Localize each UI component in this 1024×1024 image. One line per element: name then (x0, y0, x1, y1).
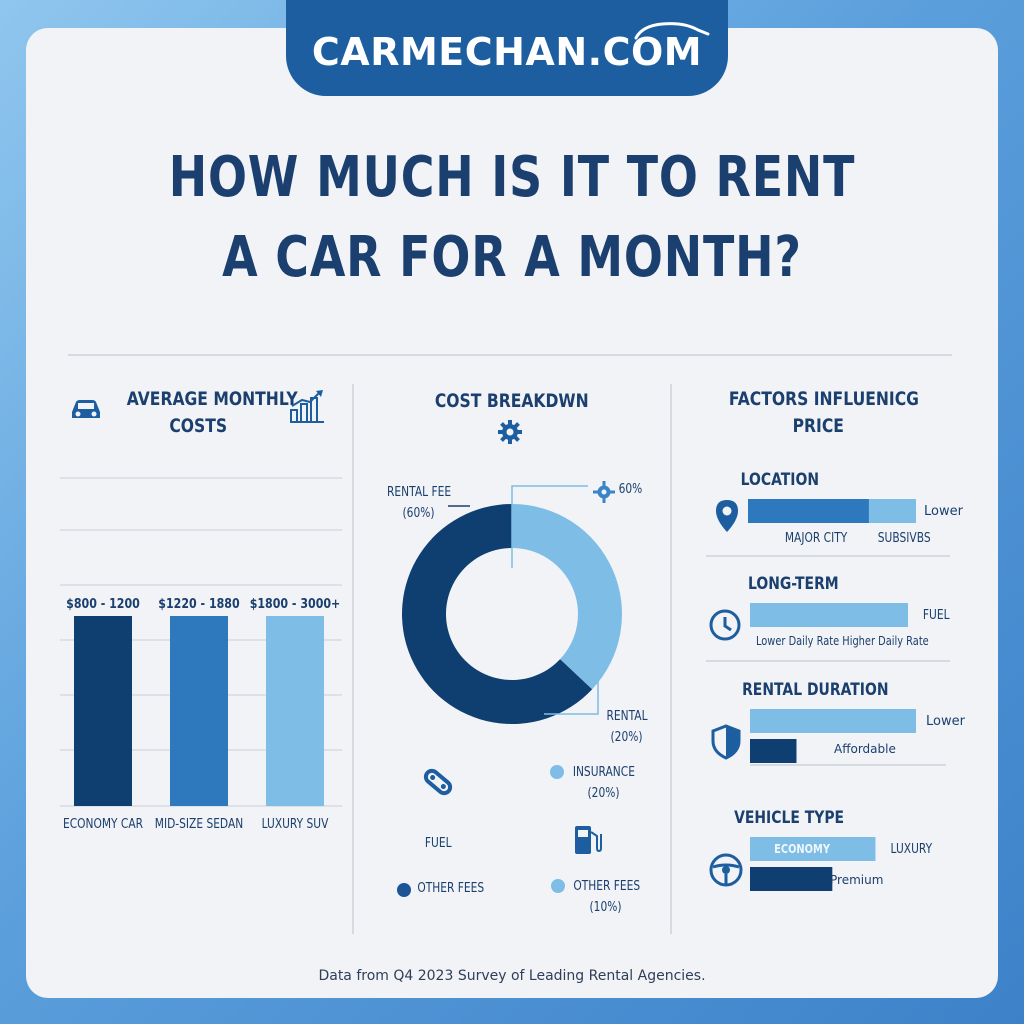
bar-value-label: $800 - 1200 (66, 596, 140, 611)
legend-insurance: INSURANCE (20%) (572, 765, 636, 801)
factor-location-sublabel-1: MAJOR CITY (784, 531, 848, 546)
factor-vehicle-value-2: Premium (830, 873, 884, 887)
legend-other-fees-light: OTHER FEES (10%) (573, 879, 641, 915)
column-divider-right (670, 384, 672, 934)
legend-other-fees-dark: OTHER FEES (417, 881, 485, 896)
factor-bar-fill (750, 867, 833, 891)
bar-value-label: $1800 - 3000+ (250, 596, 341, 611)
shield-icon (711, 724, 741, 760)
brand-name[interactable]: CARMECHAN.COM (311, 30, 703, 74)
factor-bar-fill (748, 499, 869, 523)
factors-title: FACTORS INFLUENICG PRICE (728, 388, 919, 437)
page-title-line2: A CAR FOR A MONTH? (222, 225, 802, 290)
factor-bar-fill (750, 603, 908, 627)
factor-divider-3 (750, 764, 946, 766)
gear-icon (498, 420, 522, 444)
location-pin-icon (716, 500, 738, 532)
fuel-pump-icon (575, 826, 602, 854)
gear-small-icon (593, 481, 615, 503)
column-divider-left (352, 384, 354, 934)
factor-divider-1 (706, 555, 950, 557)
factor-bar-tail (868, 499, 916, 523)
donut-slice-rental-fee (402, 504, 593, 724)
legend-dot-other-fees-light (551, 879, 565, 893)
bar-category-label: LUXURY SUV (262, 816, 330, 831)
title-divider (68, 354, 952, 356)
car-outline-icon (634, 22, 710, 40)
factor-duration-bar-2 (750, 739, 797, 763)
avg-costs-title: AVERAGE MONTHLY COSTS (126, 388, 298, 437)
clock-icon (709, 609, 741, 641)
footer-source: Data from Q4 2023 Survey of Leading Rent… (318, 968, 706, 984)
factor-vehicle-bar-2 (750, 867, 833, 891)
bar-mid-size-sedan (170, 616, 228, 806)
car-icon (72, 400, 100, 418)
factor-bar-fill (750, 739, 797, 763)
factor-bar-fill (750, 709, 916, 733)
factor-duration-value-1: Lower (926, 714, 965, 729)
legend-dot-other-fees-dark (397, 883, 411, 897)
factor-location-value: Lower (924, 504, 963, 519)
factor-vehicle-value-1: LUXURY (890, 842, 933, 857)
cost-breakdown-donut (402, 504, 622, 724)
breakdown-title: COST BREAKDWN (435, 390, 589, 412)
factor-bar-fill (750, 837, 876, 861)
donut-leader-lines (448, 485, 599, 715)
factor-divider-2 (706, 660, 950, 662)
bar-economy-car (74, 616, 132, 806)
avg-costs-bar-chart: $800 - 1200 ECONOMY CAR $1220 - 1880 MID-SI… (60, 477, 342, 831)
factor-vehicle-bar-1 (750, 837, 876, 861)
factor-vehicle-inner-label: ECONOMY (774, 842, 830, 856)
factor-longterm-sublabels: Lower Daily Rate Higher Daily Rate (755, 634, 929, 648)
factor-duration-title: RENTAL DURATION (742, 680, 889, 700)
legend-fuel: FUEL (424, 836, 452, 851)
legend-dot-insurance (550, 765, 564, 779)
bar-category-label: MID-SIZE SEDAN (155, 816, 243, 831)
factor-duration-bar-1 (750, 709, 916, 733)
factor-location-sublabel-2: SUBSIVBS (877, 531, 931, 546)
factor-longterm-value: FUEL (922, 608, 950, 623)
factor-longterm-title: LONG-TERM (747, 574, 839, 594)
donut-slice-other (512, 504, 622, 690)
annotation-rental-fee: RENTAL FEE (60%) (386, 485, 452, 521)
factor-duration-value-2: Affordable (834, 742, 896, 756)
link-icon (423, 768, 453, 796)
bar-value-label: $1220 - 1880 (158, 596, 239, 611)
steering-wheel-icon (709, 853, 743, 887)
annotation-60: 60% (618, 482, 643, 497)
growth-chart-icon (290, 390, 324, 423)
factor-location-title: LOCATION (740, 470, 819, 490)
annotation-rental: RENTAL (20%) (606, 709, 648, 745)
factor-vehicle-title: VEHICLE TYPE (734, 808, 845, 828)
brand-header: CARMECHAN.COM (286, 0, 728, 96)
factor-location-bar (748, 499, 916, 523)
page-title-line1: HOW MUCH IS IT TO RENT (168, 145, 856, 210)
bar-luxury-suv (266, 616, 324, 806)
factor-longterm-bar (750, 603, 908, 627)
bar-category-label: ECONOMY CAR (63, 816, 143, 831)
